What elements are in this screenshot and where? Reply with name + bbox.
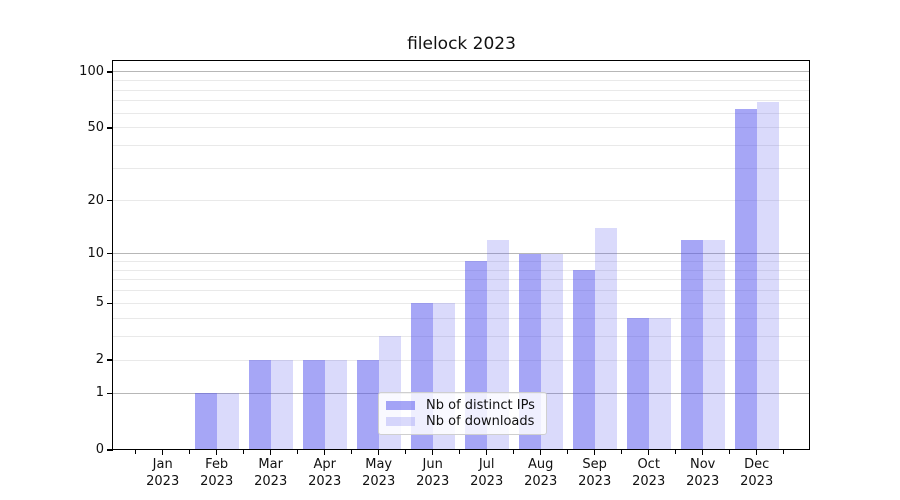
y-tick-mark	[107, 302, 113, 304]
y-tick-mark	[107, 359, 113, 361]
gridline	[113, 168, 810, 170]
legend-label: Nb of downloads	[426, 414, 535, 430]
gridline	[113, 145, 810, 147]
gridline	[113, 290, 810, 292]
bar	[594, 228, 617, 450]
x-minor-tick-mark	[405, 450, 407, 454]
gridline	[113, 80, 810, 82]
y-tick-mark	[107, 127, 113, 129]
plot-area	[112, 60, 810, 450]
legend-item: Nb of downloads	[386, 414, 538, 430]
y-axis-tick-label: 20	[87, 192, 104, 208]
chart-title: filelock 2023	[407, 34, 516, 54]
legend-item: Nb of distinct IPs	[386, 397, 538, 413]
y-axis-tick-label: 2	[95, 352, 104, 367]
gridline	[113, 269, 810, 271]
x-axis-month-label: May 2023	[362, 457, 396, 489]
x-minor-tick-mark	[189, 450, 191, 454]
bar	[194, 393, 217, 450]
bar	[572, 270, 595, 450]
x-axis-month-label: Oct 2023	[632, 457, 666, 489]
gridline	[113, 100, 810, 102]
bar	[702, 239, 725, 450]
y-tick-mark	[107, 200, 113, 202]
y-axis-tick-label: 1	[95, 385, 104, 401]
bar	[248, 360, 271, 450]
x-minor-tick-mark	[675, 450, 677, 454]
x-tick-mark	[324, 450, 326, 455]
gridline	[113, 279, 810, 281]
bar	[324, 360, 347, 450]
bar	[270, 360, 293, 450]
x-axis-month-label: Apr 2023	[308, 457, 342, 489]
bar	[302, 360, 325, 450]
x-tick-mark	[432, 450, 434, 455]
gridline	[113, 335, 810, 337]
gridline	[113, 200, 810, 202]
x-minor-tick-mark	[783, 450, 785, 454]
x-tick-mark	[162, 450, 164, 455]
gridline	[113, 253, 810, 255]
gridline	[113, 317, 810, 319]
x-minor-tick-mark	[621, 450, 623, 454]
y-axis-tick-label: 5	[95, 295, 104, 311]
legend-swatch-distinct-ips	[386, 400, 415, 410]
x-minor-tick-mark	[297, 450, 299, 454]
x-tick-mark	[540, 450, 542, 455]
gridline	[113, 260, 810, 262]
y-tick-mark	[107, 449, 113, 451]
x-axis-month-label: Jan 2023	[146, 457, 180, 489]
gridline	[113, 89, 810, 91]
x-tick-mark	[648, 450, 650, 455]
gridline	[113, 359, 810, 361]
bar	[680, 239, 703, 450]
gridline	[113, 127, 810, 129]
y-axis-tick-label: 0	[95, 442, 104, 457]
x-tick-mark	[216, 450, 218, 455]
x-minor-tick-mark	[459, 450, 461, 454]
y-axis-tick-label: 50	[87, 119, 104, 135]
bar	[648, 318, 671, 450]
bar	[356, 360, 379, 450]
x-tick-mark	[756, 450, 758, 455]
x-axis-month-label: Feb 2023	[200, 457, 234, 489]
gridline	[113, 112, 810, 114]
x-axis-month-label: Aug 2023	[524, 457, 558, 489]
y-tick-mark	[107, 252, 113, 255]
x-axis-month-label: Dec 2023	[740, 457, 774, 489]
x-axis-month-label: Jul 2023	[470, 457, 504, 489]
x-tick-mark	[486, 450, 488, 455]
bar	[216, 393, 239, 450]
x-minor-tick-mark	[513, 450, 515, 454]
x-axis-month-label: Jun 2023	[416, 457, 450, 489]
x-minor-tick-mark	[135, 450, 137, 454]
y-axis-tick-label: 100	[79, 63, 104, 79]
x-minor-tick-mark	[351, 450, 353, 454]
gridline	[113, 71, 810, 73]
legend-swatch-downloads	[386, 417, 415, 427]
bar	[756, 102, 779, 450]
x-minor-tick-mark	[243, 450, 245, 454]
y-tick-mark	[107, 71, 113, 73]
x-axis-month-label: Mar 2023	[254, 457, 288, 489]
x-axis-month-label: Nov 2023	[686, 457, 720, 489]
x-tick-mark	[270, 450, 272, 455]
bar	[734, 109, 757, 450]
legend: Nb of distinct IPs Nb of downloads	[378, 392, 547, 435]
x-axis-month-label: Sep 2023	[578, 457, 612, 489]
y-tick-mark	[107, 392, 113, 394]
x-tick-mark	[378, 450, 380, 455]
legend-label: Nb of distinct IPs	[426, 397, 535, 413]
x-tick-mark	[702, 450, 704, 455]
y-axis-tick-label: 10	[87, 245, 104, 261]
x-tick-mark	[594, 450, 596, 455]
x-minor-tick-mark	[567, 450, 569, 454]
bar	[626, 318, 649, 450]
x-minor-tick-mark	[729, 450, 731, 454]
gridline	[113, 302, 810, 304]
